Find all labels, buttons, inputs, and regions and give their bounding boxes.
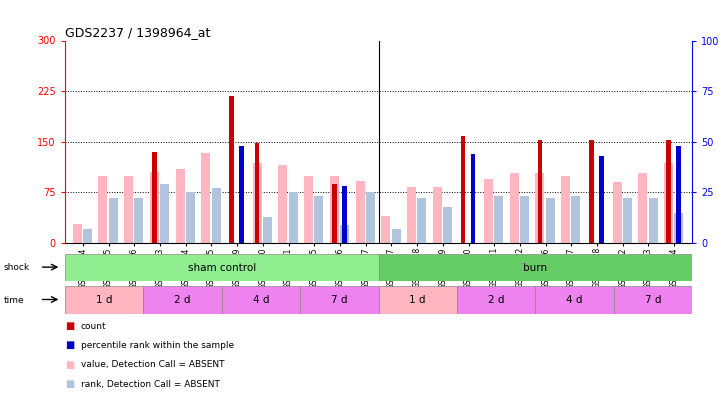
- Bar: [433, 187, 442, 243]
- Bar: [379, 286, 457, 314]
- Bar: [175, 169, 185, 243]
- Bar: [65, 254, 379, 281]
- Bar: [407, 187, 416, 243]
- Bar: [255, 143, 260, 243]
- Bar: [252, 163, 262, 243]
- Bar: [222, 286, 300, 314]
- Bar: [495, 196, 503, 243]
- Bar: [152, 152, 156, 243]
- Text: 1 d: 1 d: [96, 295, 112, 305]
- Bar: [443, 207, 452, 243]
- Bar: [623, 198, 632, 243]
- Text: rank, Detection Call = ABSENT: rank, Detection Call = ABSENT: [81, 380, 220, 389]
- Bar: [186, 192, 195, 243]
- Bar: [392, 229, 400, 243]
- Bar: [332, 183, 337, 243]
- Bar: [461, 136, 465, 243]
- Bar: [355, 181, 365, 243]
- Bar: [538, 141, 542, 243]
- Text: 2 d: 2 d: [174, 295, 191, 305]
- Bar: [314, 196, 324, 243]
- Bar: [124, 175, 133, 243]
- Bar: [417, 198, 426, 243]
- Text: 1 d: 1 d: [410, 295, 426, 305]
- Bar: [546, 198, 554, 243]
- Bar: [457, 286, 535, 314]
- Bar: [484, 179, 493, 243]
- Bar: [229, 96, 234, 243]
- Bar: [239, 146, 244, 243]
- Text: 7 d: 7 d: [331, 295, 348, 305]
- Bar: [572, 196, 580, 243]
- Text: 4 d: 4 d: [252, 295, 269, 305]
- Bar: [304, 175, 313, 243]
- Bar: [83, 229, 92, 243]
- Text: ■: ■: [65, 321, 74, 331]
- Text: ■: ■: [65, 341, 74, 350]
- Bar: [666, 141, 671, 243]
- Bar: [676, 146, 681, 243]
- Bar: [340, 225, 349, 243]
- Text: time: time: [4, 296, 25, 305]
- Bar: [674, 213, 684, 243]
- Bar: [134, 198, 143, 243]
- Bar: [589, 141, 593, 243]
- Text: burn: burn: [523, 263, 547, 273]
- Bar: [201, 153, 211, 243]
- Bar: [160, 184, 169, 243]
- Bar: [278, 165, 288, 243]
- Text: value, Detection Call = ABSENT: value, Detection Call = ABSENT: [81, 360, 224, 369]
- Bar: [379, 254, 692, 281]
- Text: sham control: sham control: [187, 263, 256, 273]
- Bar: [664, 163, 673, 243]
- Text: ■: ■: [65, 379, 74, 389]
- Bar: [342, 186, 347, 243]
- Text: GDS2237 / 1398964_at: GDS2237 / 1398964_at: [65, 26, 211, 39]
- Bar: [211, 188, 221, 243]
- Bar: [536, 173, 544, 243]
- Bar: [263, 217, 272, 243]
- Bar: [366, 192, 375, 243]
- Bar: [65, 286, 143, 314]
- Bar: [143, 286, 222, 314]
- Text: percentile rank within the sample: percentile rank within the sample: [81, 341, 234, 350]
- Bar: [649, 198, 658, 243]
- Bar: [561, 175, 570, 243]
- Bar: [510, 173, 519, 243]
- Bar: [99, 175, 107, 243]
- Text: ■: ■: [65, 360, 74, 370]
- Text: 4 d: 4 d: [566, 295, 583, 305]
- Bar: [329, 175, 339, 243]
- Bar: [150, 172, 159, 243]
- Text: count: count: [81, 322, 107, 330]
- Bar: [638, 173, 647, 243]
- Bar: [288, 192, 298, 243]
- Bar: [520, 196, 529, 243]
- Bar: [471, 154, 475, 243]
- Text: shock: shock: [4, 263, 30, 272]
- Bar: [614, 286, 692, 314]
- Bar: [381, 216, 390, 243]
- Text: 7 d: 7 d: [645, 295, 661, 305]
- Bar: [109, 198, 118, 243]
- Text: 2 d: 2 d: [488, 295, 505, 305]
- Bar: [73, 224, 81, 243]
- Bar: [300, 286, 379, 314]
- Bar: [599, 156, 604, 243]
- Bar: [535, 286, 614, 314]
- Bar: [613, 182, 622, 243]
